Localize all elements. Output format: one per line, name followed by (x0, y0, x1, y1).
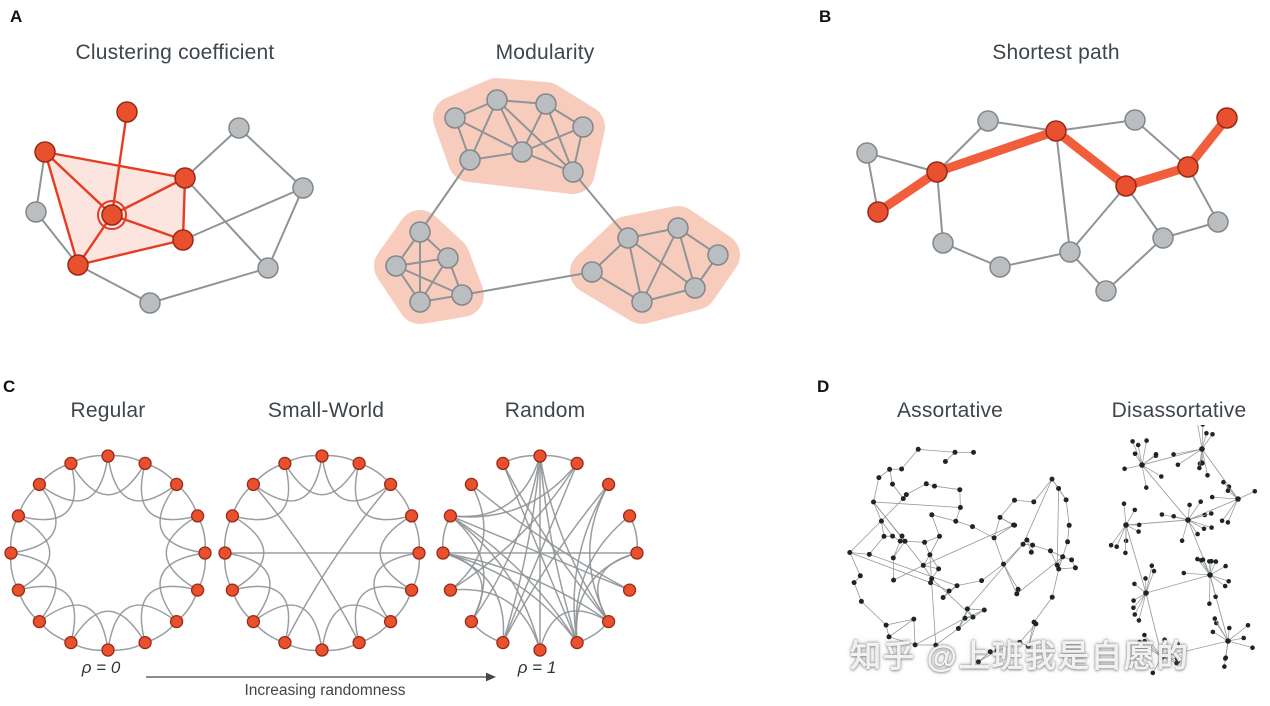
random-title: Random (504, 399, 586, 422)
shortest-path-title: Shortest path (992, 41, 1120, 64)
increasing-randomness-arrow (146, 672, 496, 682)
rho-one-label: ρ = 1 (517, 658, 557, 677)
small-world-title: Small-World (267, 399, 385, 422)
clustering-network (25, 101, 314, 314)
panel-b-letter: B (819, 7, 832, 26)
panel-d-letter: D (817, 377, 830, 396)
shortest-path-network (856, 107, 1238, 302)
disassortative-title: Disassortative (1111, 399, 1247, 422)
assortative-title: Assortative (896, 399, 1004, 422)
watermark: 知乎 @上班我是自愿的 (850, 639, 1190, 674)
small-world-ring-network (218, 449, 426, 657)
regular-ring-network (4, 449, 212, 657)
modularity-network (374, 78, 740, 324)
regular-title: Regular (70, 399, 146, 422)
modularity-title: Modularity (495, 41, 595, 64)
rho-zero-label: ρ = 0 (81, 658, 121, 677)
panel-a-letter: A (10, 7, 23, 26)
arrow-head (486, 672, 496, 682)
disassortative-network (1108, 425, 1258, 676)
panel-c-letter: C (3, 377, 16, 396)
clustering-coefficient-title: Clustering coefficient (75, 41, 275, 64)
random-ring-network (436, 449, 644, 657)
assortative-network (847, 446, 1078, 665)
increasing-randomness-label: Increasing randomness (244, 682, 406, 699)
